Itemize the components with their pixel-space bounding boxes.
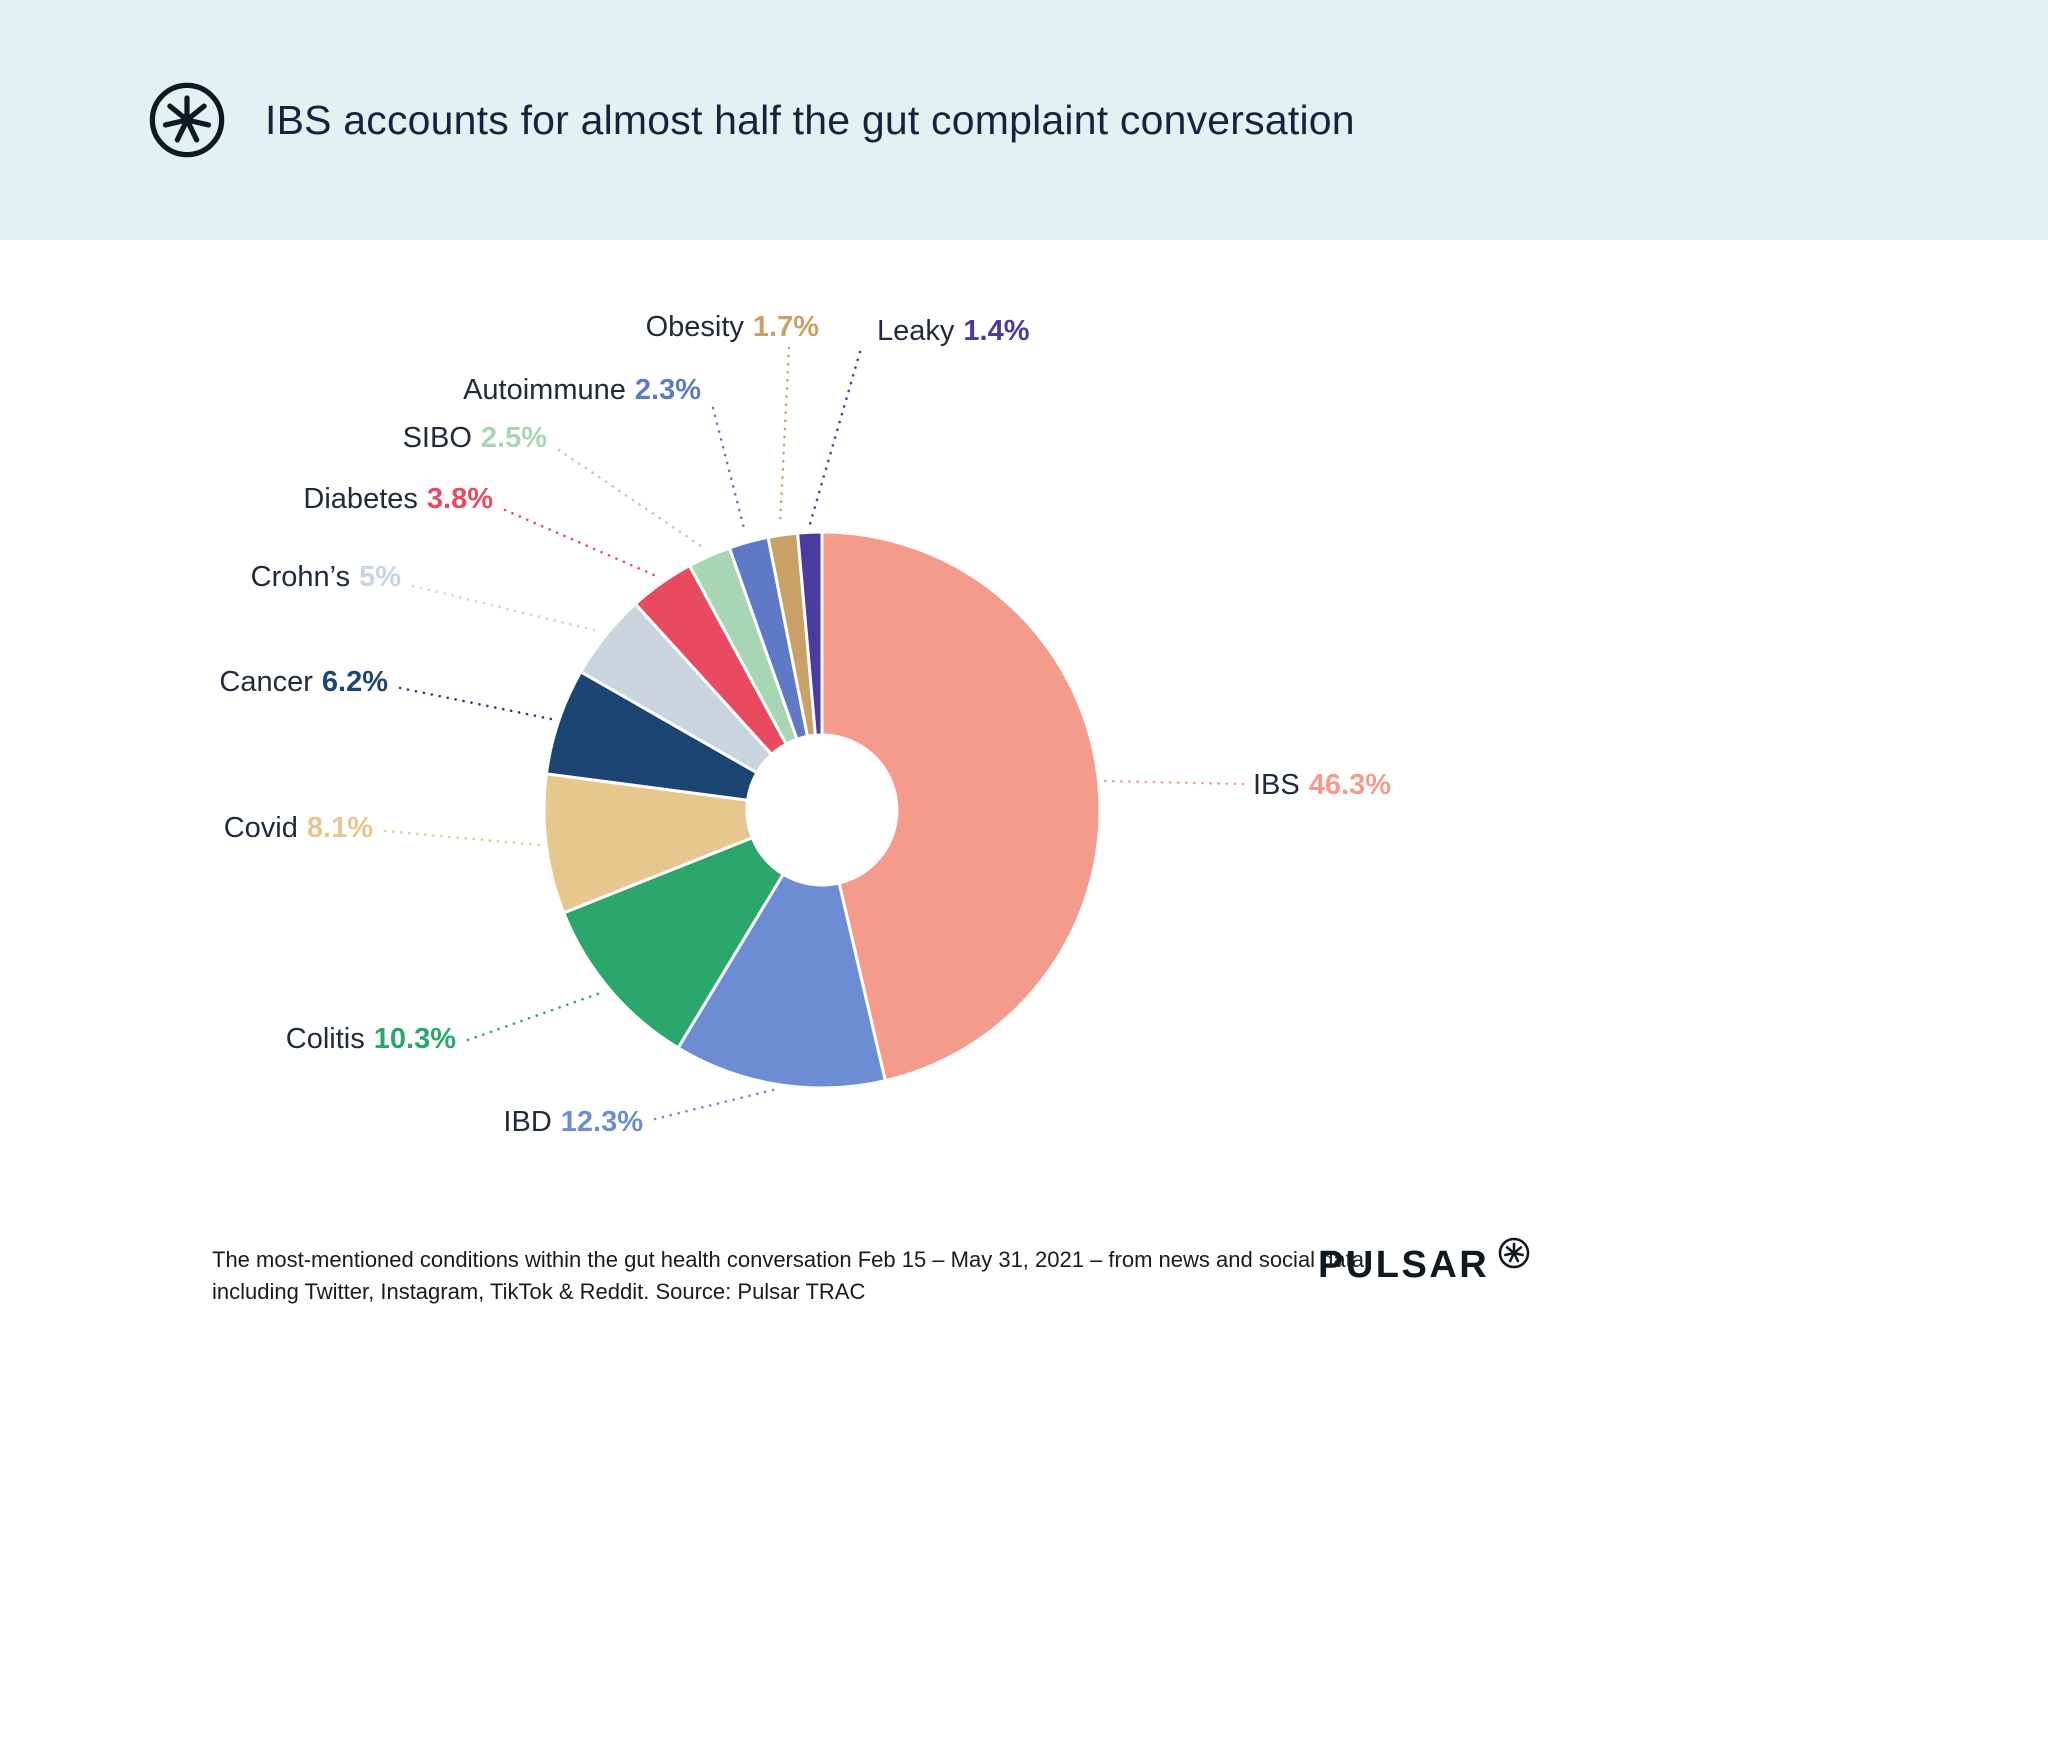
leader-line-autoimmune (711, 406, 747, 534)
pulsar-brand: PULSAR (1318, 1237, 1531, 1286)
pie-segment-ibd (676, 872, 887, 1090)
segment-label-ibd: IBD 12.3% (503, 1106, 643, 1138)
asterisk-logo-icon (145, 78, 229, 162)
segment-label-autoimmune: Autoimmune 2.3% (463, 374, 701, 406)
leader-line-diabetes (503, 508, 656, 577)
asterisk-brand-icon (1497, 1236, 1531, 1270)
leader-line-ibs (1102, 779, 1245, 786)
pulsar-wordmark: PULSAR (1318, 1244, 1490, 1286)
pie-segment-ibs (820, 530, 1102, 1083)
leader-line-sibo (557, 448, 706, 550)
header-band: IBS accounts for almost half the gut com… (0, 0, 2048, 240)
leader-line-colitis (466, 990, 605, 1042)
segment-label-leaky: Leaky 1.4% (877, 315, 1030, 347)
segment-label-cancer: Cancer 6.2% (219, 666, 388, 698)
leader-line-leaky (808, 350, 862, 526)
pie-segment-colitis (562, 836, 785, 1050)
caption-line-1: The most-mentioned conditions within the… (212, 1247, 1365, 1272)
segment-label-diabetes: Diabetes 3.8% (303, 483, 493, 515)
source-caption: The most-mentioned conditions within the… (212, 1244, 1364, 1308)
leader-line-covid (383, 829, 541, 847)
caption-line-2: including Twitter, Instagram, TikTok & R… (212, 1279, 866, 1304)
segment-label-ibs: IBS 46.3% (1253, 769, 1391, 801)
segment-label-covid: Covid 8.1% (224, 812, 373, 844)
segment-label-sibo: SIBO 2.5% (403, 422, 548, 454)
leader-line-cancer (398, 686, 553, 721)
segment-label-crohn-s: Crohn’s 5% (251, 561, 402, 593)
pie-segment-covid (542, 772, 754, 915)
leader-line-crohn-s (411, 584, 600, 633)
segment-label-colitis: Colitis 10.3% (286, 1023, 456, 1055)
pie-segment-leaky (796, 530, 824, 737)
segment-label-obesity: Obesity 1.7% (646, 311, 820, 343)
chart-title: IBS accounts for almost half the gut com… (265, 96, 1355, 143)
leader-line-ibd (653, 1087, 779, 1121)
leader-line-obesity (778, 346, 791, 527)
